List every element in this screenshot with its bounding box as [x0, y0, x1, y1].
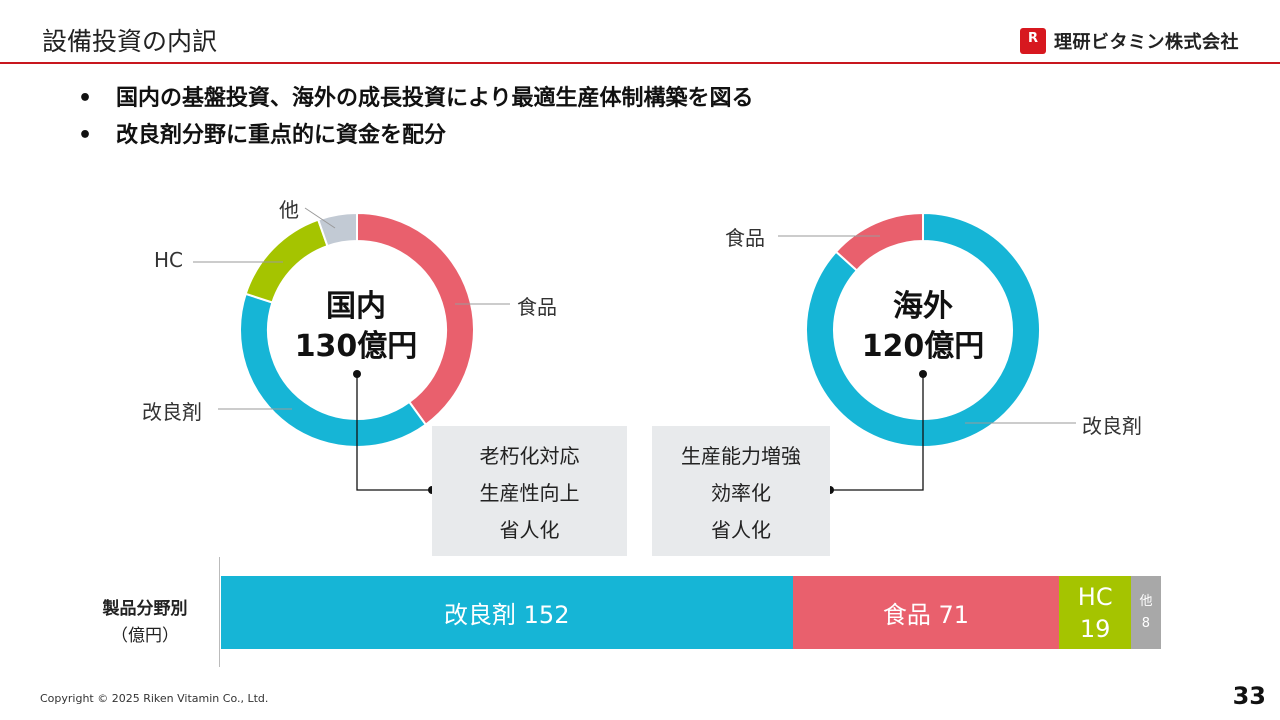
donut-slice	[316, 211, 358, 248]
domestic-label-other: 他	[279, 198, 299, 222]
note-item: 省人化	[711, 518, 771, 542]
domestic-notes: 老朽化対応 生産性向上 省人化	[432, 426, 627, 556]
page-title: 設備投資の内訳	[42, 27, 218, 56]
overseas-title: 海外	[893, 289, 953, 324]
donut-slice	[805, 211, 1041, 448]
copyright: Copyright © 2025 Riken Vitamin Co., Ltd.	[40, 692, 269, 705]
overseas-total: 120億円	[861, 329, 985, 364]
bullet-item: 国内の基盤投資、海外の成長投資により最適生産体制構築を図る	[78, 80, 754, 117]
title-divider	[0, 62, 1280, 64]
domestic-label-hc: HC	[154, 248, 184, 272]
connector-line	[830, 374, 924, 491]
donut-slice	[834, 211, 924, 272]
bullet-item: 改良剤分野に重点的に資金を配分	[78, 117, 754, 154]
note-item: 生産能力増強	[681, 444, 801, 468]
domestic-label-improver: 改良剤	[142, 400, 202, 424]
domestic-label-food: 食品	[517, 295, 557, 319]
leader-line	[304, 207, 336, 229]
logo-text: 理研ビタミン株式会社	[1054, 32, 1239, 53]
domestic-title: 国内	[326, 289, 386, 324]
note-item: 老朽化対応	[479, 444, 580, 468]
bar-chart-label: 製品分野別 （億円）	[102, 599, 188, 646]
domestic-donut-center: 国内 130億円	[276, 287, 436, 367]
note-item: 省人化	[499, 518, 560, 542]
bullet-list: 国内の基盤投資、海外の成長投資により最適生産体制構築を図る 改良剤分野に重点的に…	[78, 80, 754, 154]
connector-dot	[919, 370, 927, 378]
overseas-label-food: 食品	[725, 226, 765, 250]
bar-segment-improver: 改良剤 152	[221, 576, 793, 649]
bar-segment-hc: HC 19	[1059, 576, 1131, 649]
overseas-notes: 生産能力増強 効率化 省人化	[652, 426, 830, 556]
page-number: 33	[1232, 682, 1266, 710]
bar-axis	[219, 557, 220, 667]
note-item: 生産性向上	[479, 481, 580, 505]
bar-segment-food: 食品 71	[792, 576, 1060, 649]
logo-mark-icon: R	[1020, 28, 1046, 54]
domestic-total: 130億円	[294, 329, 418, 364]
overseas-label-improver: 改良剤	[1082, 414, 1142, 438]
overseas-donut-center: 海外 120億円	[843, 287, 1003, 367]
company-logo: R 理研ビタミン株式会社	[1020, 26, 1239, 56]
connector-line	[356, 374, 432, 491]
connector-dot	[353, 370, 361, 378]
note-item: 効率化	[711, 481, 771, 505]
